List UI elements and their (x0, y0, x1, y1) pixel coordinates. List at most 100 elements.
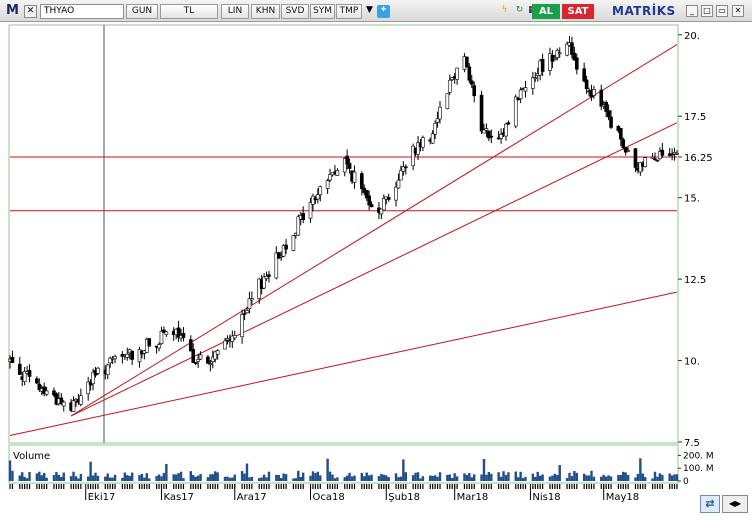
currency-button[interactable]: TL (160, 4, 218, 19)
candle-body (59, 397, 64, 404)
volume-bar (309, 475, 312, 481)
sym-button[interactable]: SYM (310, 4, 335, 19)
volume-bar (600, 476, 603, 481)
volume-bar (326, 458, 329, 481)
candle-body (592, 88, 596, 96)
candle-body (159, 330, 164, 344)
candle-body (404, 166, 408, 169)
candle-body (506, 122, 511, 125)
volume-bar (55, 471, 58, 481)
trend-line-2 (9, 291, 678, 436)
volume-bar (292, 478, 295, 481)
volume-bar (38, 471, 41, 481)
candle-body (35, 378, 39, 384)
volume-bar (143, 477, 146, 481)
candle-body (643, 157, 648, 167)
candle-body (604, 101, 608, 112)
volume-tick-label: 100. M (683, 464, 714, 474)
twitter-bird-icon[interactable]: ✦ (377, 5, 390, 18)
candle-body (215, 350, 220, 355)
candle-body (137, 349, 142, 363)
volume-bar (350, 476, 354, 481)
chart-area[interactable]: 20. 17.5 16.25 15. 12.5 10. 7.5 Volume 200. M 1… (0, 22, 752, 522)
volume-bar (487, 472, 491, 481)
volume-bar (502, 471, 505, 481)
candlestick-series (8, 35, 679, 413)
volume-bar (670, 475, 674, 481)
candle-body (276, 252, 281, 259)
volume-bar (558, 465, 561, 481)
price-axis: 20. 17.5 16.25 15. 12.5 10. 7.5 (678, 31, 713, 449)
price-plot-frame (8, 24, 679, 444)
time-tick-label: Şub18 (388, 492, 420, 503)
volume-bar (45, 477, 48, 481)
volume-bar (587, 475, 591, 481)
candle-body (386, 197, 391, 200)
close-x-icon[interactable]: ✕ (24, 5, 37, 18)
candle-body (264, 276, 269, 280)
candle-body (308, 202, 313, 219)
candle-body (181, 333, 186, 338)
volume-bar (25, 478, 29, 481)
period-button[interactable]: GUN (126, 4, 158, 19)
lightning-icon[interactable]: ϟ (501, 5, 508, 15)
volume-bar (651, 478, 654, 481)
volume-bar (91, 475, 95, 481)
khn-button[interactable]: KHN (251, 4, 280, 19)
volume-bar (28, 472, 31, 481)
svd-button[interactable]: SVD (281, 4, 309, 19)
lin-button[interactable]: LIN (221, 4, 249, 19)
candle-body (210, 356, 215, 363)
volume-bar (316, 471, 320, 481)
volume-bar (514, 471, 517, 481)
candle-body (164, 331, 169, 335)
volume-tick-label: 0 (683, 477, 689, 487)
candle-body (240, 314, 244, 338)
maximize-icon[interactable]: ▭ (716, 5, 728, 17)
price-tick-label: 20. (684, 31, 700, 42)
volume-bar (11, 470, 14, 481)
volume-bar (636, 473, 640, 481)
candle-body (196, 359, 200, 362)
volume-bar (497, 472, 500, 481)
refresh-icon[interactable]: ↻ (515, 5, 524, 15)
symbol-field[interactable]: THYAO (40, 4, 124, 19)
candle-body (330, 172, 335, 176)
volume-bar (216, 472, 219, 481)
candle-body (61, 401, 66, 407)
candle-body (96, 367, 100, 374)
tmp-button[interactable]: TMP (336, 4, 362, 19)
buy-button[interactable]: AL (532, 4, 560, 19)
minimize-icon[interactable]: _ (686, 5, 698, 17)
candle-body (27, 370, 32, 377)
volume-bar (482, 458, 486, 481)
volume-bar (414, 472, 417, 481)
candle-body (108, 357, 112, 364)
volume-bar (43, 472, 46, 481)
volume-bar (634, 477, 637, 481)
volume-bar (507, 472, 510, 481)
candle-body (394, 186, 398, 201)
volume-bar (209, 474, 212, 481)
volume-bar (94, 472, 97, 481)
restore-icon[interactable]: □ (701, 5, 713, 17)
candle-body (345, 155, 349, 165)
volume-bar (468, 473, 471, 481)
volume-bar (265, 477, 268, 481)
candle-body (291, 235, 296, 251)
volume-bar (35, 473, 39, 481)
sync-icon[interactable]: ⇄ (700, 495, 720, 513)
volume-bar (160, 476, 163, 481)
volume-bar (470, 477, 473, 481)
volume-bar (72, 471, 75, 481)
volume-bar (565, 478, 569, 481)
volume-bar (267, 471, 271, 481)
candle-body (342, 158, 347, 173)
dropdown-arrow-icon[interactable]: ▼ (366, 5, 373, 15)
candle-body (91, 371, 95, 384)
volume-bar (343, 477, 346, 481)
scroll-arrows-icon[interactable]: ◀▶ (722, 495, 748, 513)
candle-body (191, 349, 196, 363)
close-icon[interactable]: ✕ (732, 5, 744, 17)
sell-button[interactable]: SAT (562, 4, 594, 19)
